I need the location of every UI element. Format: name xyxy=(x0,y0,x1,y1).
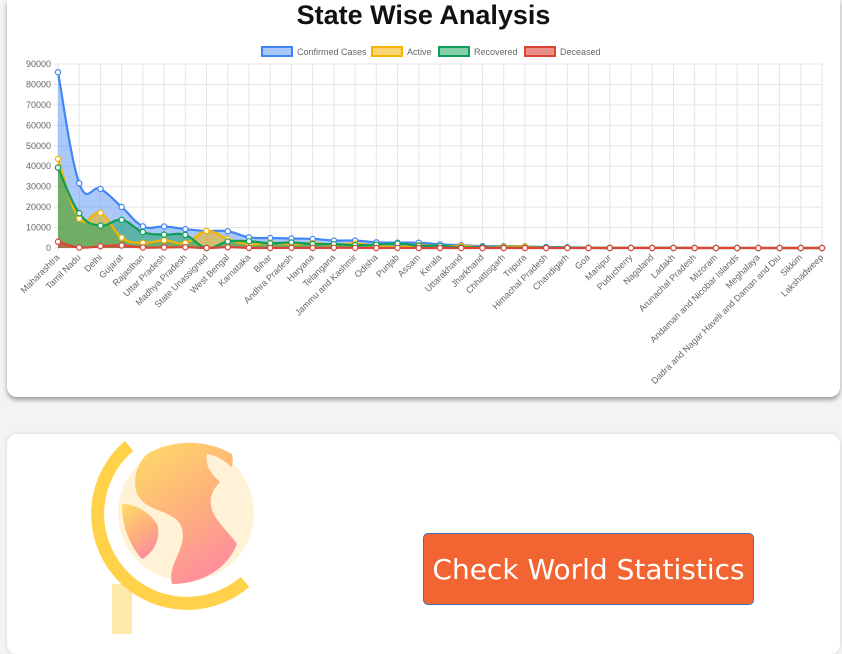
data-point xyxy=(97,185,104,193)
chart-axes: 0 10000 20000 30000 40000 50000 60000 70000 8000… xyxy=(19,59,826,386)
data-point xyxy=(97,209,104,217)
data-point xyxy=(712,244,720,252)
chart-grid xyxy=(54,63,823,252)
chart-legend: Confirmed Cases Active Recovered Deceased xyxy=(261,46,601,57)
x-tick-label: Assam xyxy=(396,252,423,279)
data-point xyxy=(585,244,592,252)
data-point xyxy=(97,222,104,229)
data-point xyxy=(118,203,125,211)
data-point xyxy=(351,244,359,252)
data-point xyxy=(309,244,316,252)
y-tick-label: 90000 xyxy=(26,59,51,69)
state-wise-line-chart: 0 10000 20000 30000 40000 50000 60000 70000 8000… xyxy=(19,46,826,386)
data-point xyxy=(160,244,168,251)
data-point xyxy=(76,244,83,251)
legend-label: Active xyxy=(407,47,432,57)
y-tick-label: 10000 xyxy=(26,223,51,233)
data-point xyxy=(521,244,529,252)
data-point xyxy=(649,244,656,252)
legend-swatch xyxy=(261,46,293,57)
data-point xyxy=(797,244,804,252)
data-point xyxy=(245,238,253,245)
data-point xyxy=(76,210,83,217)
legend-swatch xyxy=(524,46,556,57)
data-point xyxy=(542,244,550,252)
data-point xyxy=(182,243,189,251)
data-point xyxy=(139,244,147,251)
state-chart-card: State Wise Analysis 0 10000 20000 30000 4000… xyxy=(7,0,840,397)
legend-swatch xyxy=(371,46,403,57)
data-point xyxy=(627,244,635,252)
x-tick-label: Odisha xyxy=(353,252,380,279)
globe-icon xyxy=(91,441,254,634)
data-point xyxy=(54,155,62,163)
y-tick-label: 60000 xyxy=(26,120,51,130)
data-point xyxy=(54,69,62,76)
chart-points xyxy=(54,69,826,252)
legend-label: Confirmed Cases xyxy=(297,47,367,57)
series-area xyxy=(58,167,822,249)
data-point xyxy=(733,244,741,252)
y-tick-label: 80000 xyxy=(26,79,51,89)
chart-title: State Wise Analysis xyxy=(296,0,551,30)
data-point xyxy=(203,227,210,235)
y-tick-label: 30000 xyxy=(26,182,51,192)
data-point xyxy=(54,164,62,171)
data-point xyxy=(160,237,168,244)
y-tick-label: 40000 xyxy=(26,161,51,171)
legend-label: Recovered xyxy=(474,47,518,57)
data-point xyxy=(330,244,338,251)
data-point xyxy=(118,234,125,241)
data-point xyxy=(436,244,444,252)
data-point xyxy=(288,239,295,246)
data-point xyxy=(288,244,295,252)
data-point xyxy=(118,242,125,249)
data-point xyxy=(670,244,677,252)
data-point xyxy=(564,244,571,252)
data-point xyxy=(76,180,83,187)
data-point xyxy=(139,223,147,230)
data-point xyxy=(160,223,168,230)
data-point xyxy=(76,215,83,222)
data-point xyxy=(224,243,231,251)
x-tick-label: Punjab xyxy=(374,252,401,279)
data-point xyxy=(54,238,62,245)
data-point xyxy=(755,244,762,252)
data-point xyxy=(691,244,698,252)
data-point xyxy=(818,244,826,252)
data-point xyxy=(394,244,401,252)
y-tick-label: 20000 xyxy=(26,202,51,212)
check-world-statistics-button[interactable]: Check World Statistics xyxy=(423,533,754,605)
data-point xyxy=(500,244,507,252)
y-tick-label: 50000 xyxy=(26,141,51,151)
data-point xyxy=(139,228,147,236)
data-point xyxy=(606,244,613,252)
legend-swatch xyxy=(438,46,470,57)
data-point xyxy=(458,244,465,252)
world-statistics-card: Check World Statistics xyxy=(7,434,840,654)
data-point xyxy=(203,244,210,252)
data-point xyxy=(118,216,125,224)
data-point xyxy=(224,228,231,235)
data-point xyxy=(160,231,168,238)
data-point xyxy=(373,244,380,252)
data-point xyxy=(97,243,104,250)
data-point xyxy=(415,244,422,252)
legend-label: Deceased xyxy=(560,47,601,57)
data-point xyxy=(267,244,274,252)
data-point xyxy=(182,231,189,239)
data-point xyxy=(224,238,231,245)
y-tick-label: 70000 xyxy=(26,100,51,110)
data-point xyxy=(245,244,253,252)
y-tick-label: 0 xyxy=(46,243,51,253)
data-point xyxy=(182,225,189,233)
data-point xyxy=(776,244,783,252)
data-point xyxy=(479,244,486,252)
